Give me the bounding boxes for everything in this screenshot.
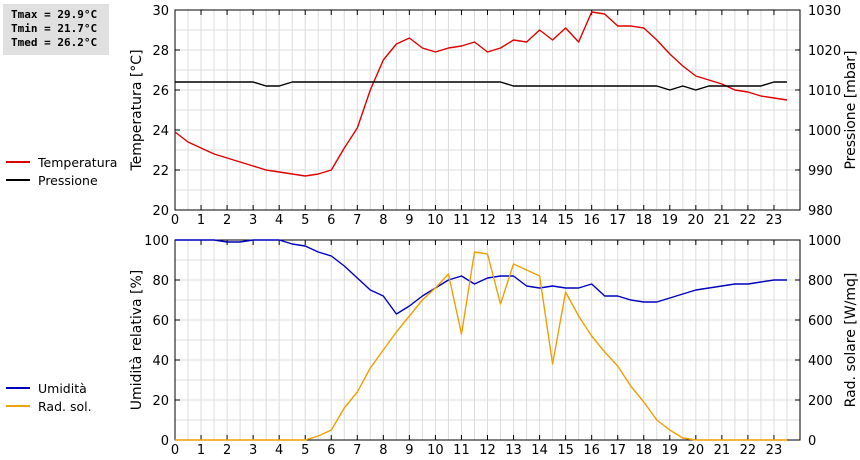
panel1-ytick-right-label: 980 <box>808 204 833 219</box>
panel2-xtick-label: 3 <box>249 443 257 458</box>
panel2-xtick-label: 9 <box>405 443 413 458</box>
panel1-xtick-label: 3 <box>249 213 257 228</box>
panel1-xtick-label: 17 <box>609 213 626 228</box>
panel2-xtick-label: 7 <box>353 443 361 458</box>
panel2-xtick-label: 18 <box>635 443 652 458</box>
panel1-xtick-label: 22 <box>740 213 757 228</box>
panel2-xtick-label: 14 <box>531 443 548 458</box>
panel1-xtick-label: 20 <box>688 213 705 228</box>
panel1-xtick-label: 16 <box>583 213 600 228</box>
panel1-xtick-label: 19 <box>662 213 679 228</box>
panel2-ytick-left-label: 0 <box>161 434 169 449</box>
panel1-xtick-label: 23 <box>766 213 783 228</box>
panel2-xtick-label: 16 <box>583 443 600 458</box>
panel1-ylabel-left: Temperatura [°C] <box>129 49 145 171</box>
panel2-ytick-left-label: 100 <box>144 234 169 249</box>
panel1-ytick-right-label: 1020 <box>808 44 841 59</box>
panel1-xtick-label: 2 <box>223 213 231 228</box>
panel1-series-2-line <box>175 81 787 91</box>
panel1-ytick-left-label: 28 <box>152 44 169 59</box>
panel1-xtick-label: 9 <box>405 213 413 228</box>
panel1-series-1-line <box>174 11 788 177</box>
panel1-ytick-right-label: 990 <box>808 164 833 179</box>
panel1-xtick-label: 0 <box>171 213 179 228</box>
panel2-xtick-label: 21 <box>714 443 731 458</box>
panel2-legend-label-2: Rad. sol. <box>38 399 92 414</box>
panel2-xtick-label: 2 <box>223 443 231 458</box>
stat-tmax: Tmax = 29.9°C <box>11 8 98 21</box>
panel2-xtick-label: 4 <box>275 443 283 458</box>
panel2-ytick-left-label: 40 <box>152 354 169 369</box>
panel2-xtick-label: 11 <box>453 443 470 458</box>
panel2-xtick-label: 1 <box>197 443 205 458</box>
panel2-xtick-label: 0 <box>171 443 179 458</box>
panel1-xtick-label: 7 <box>353 213 361 228</box>
stats-box: Tmax = 29.9°C Tmin = 21.7°C Tmed = 26.2°… <box>3 4 109 55</box>
panel2-ytick-right-label: 200 <box>808 394 833 409</box>
panel1-xtick-label: 18 <box>635 213 652 228</box>
panel1-ytick-right-label: 1000 <box>808 124 841 139</box>
panel1-ytick-left-label: 26 <box>152 84 169 99</box>
panel1-ytick-left-label: 22 <box>152 164 169 179</box>
panel1-ytick-right-label: 1030 <box>808 4 841 19</box>
panel2-ytick-left-label: 60 <box>152 314 169 329</box>
panel1-legend-label-1: Temperatura <box>37 155 117 170</box>
panel1-ylabel-right: Pressione [mbar] <box>843 50 859 169</box>
panel2-xtick-label: 20 <box>688 443 705 458</box>
panel1-ytick-left-label: 24 <box>152 124 169 139</box>
panel2-xtick-label: 23 <box>766 443 783 458</box>
panel1-legend-label-2: Pressione <box>38 173 98 188</box>
panel1-ytick-left-label: 30 <box>152 4 169 19</box>
panel2-ytick-right-label: 800 <box>808 274 833 289</box>
panel2-series-1-line <box>175 239 787 315</box>
panel1-xtick-label: 1 <box>197 213 205 228</box>
panel1-xtick-label: 4 <box>275 213 283 228</box>
panel1-xtick-label: 6 <box>327 213 335 228</box>
panel2-xtick-label: 10 <box>427 443 444 458</box>
panel1-ytick-right-label: 1010 <box>808 84 841 99</box>
panel2-ytick-right-label: 1000 <box>808 234 841 249</box>
panel2-ylabel-right: Rad. solare [W/mq] <box>843 273 859 408</box>
panel2-xtick-label: 19 <box>662 443 679 458</box>
panel2-legend-label-1: Umidità <box>38 381 87 396</box>
panel1-xtick-label: 13 <box>505 213 522 228</box>
panel2-xtick-label: 8 <box>379 443 387 458</box>
panel1-xtick-label: 12 <box>479 213 496 228</box>
panel2-ylabel-left: Umidità relativa [%] <box>129 270 145 411</box>
panel2-xtick-label: 17 <box>609 443 626 458</box>
stat-tmed: Tmed = 26.2°C <box>11 36 98 49</box>
panel1-xtick-label: 11 <box>453 213 470 228</box>
panel2-ytick-right-label: 400 <box>808 354 833 369</box>
panel2-ytick-right-label: 0 <box>808 434 816 449</box>
panel2-xtick-label: 22 <box>740 443 757 458</box>
panel1-xtick-label: 8 <box>379 213 387 228</box>
panel2-ytick-right-label: 600 <box>808 314 833 329</box>
panel1-xtick-label: 21 <box>714 213 731 228</box>
panel1-ytick-left-label: 20 <box>152 204 169 219</box>
panel2-ytick-left-label: 20 <box>152 394 169 409</box>
panel1-xtick-label: 10 <box>427 213 444 228</box>
panel2-xtick-label: 5 <box>301 443 309 458</box>
panel2-xtick-label: 12 <box>479 443 496 458</box>
panel2-xtick-label: 6 <box>327 443 335 458</box>
panel2-series-2-line <box>175 251 787 441</box>
panel1-xtick-label: 14 <box>531 213 548 228</box>
panel1-xtick-label: 15 <box>557 213 574 228</box>
panel1-xtick-label: 5 <box>301 213 309 228</box>
panel2-xtick-label: 15 <box>557 443 574 458</box>
panel2-xtick-label: 13 <box>505 443 522 458</box>
panel2-ytick-left-label: 80 <box>152 274 169 289</box>
stat-tmin: Tmin = 21.7°C <box>11 22 98 35</box>
